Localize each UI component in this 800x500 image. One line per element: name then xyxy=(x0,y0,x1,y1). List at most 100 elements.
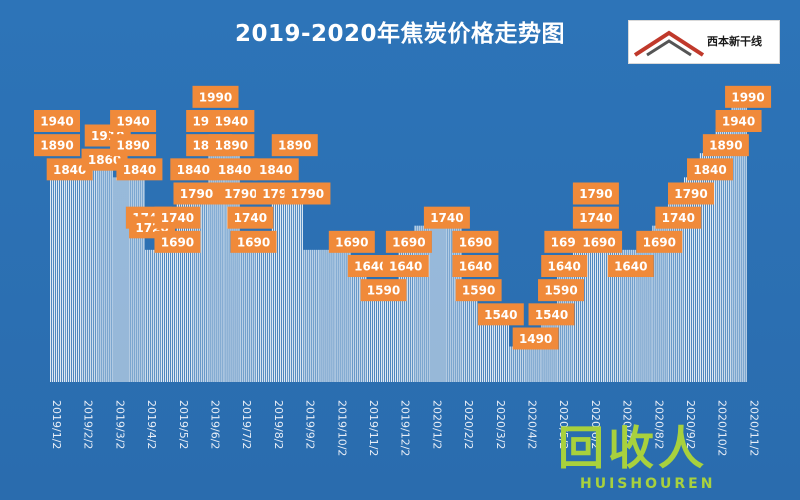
x-tick-label: 2020/7/2 xyxy=(621,400,634,449)
bar-stripe xyxy=(83,167,85,382)
x-tick-label: 2020/2/2 xyxy=(462,400,475,449)
bar-stripe xyxy=(690,177,692,382)
bar-stripe xyxy=(95,167,97,382)
data-label-text: 1840 xyxy=(259,163,292,177)
bar-stripe xyxy=(315,249,317,382)
bar-stripe xyxy=(357,274,359,382)
bar-stripe xyxy=(692,177,694,382)
bar-stripe xyxy=(329,249,331,382)
data-label-text: 1990 xyxy=(731,90,764,104)
bar-stripe xyxy=(188,201,190,382)
bar-stripe xyxy=(688,177,690,382)
bar-stripe xyxy=(517,346,519,382)
bar-stripe xyxy=(309,249,311,382)
data-label-6: 1890 xyxy=(110,134,157,157)
data-label-text: 1640 xyxy=(547,260,580,274)
data-label-box xyxy=(715,110,762,132)
bar-13 xyxy=(256,249,272,382)
bar-stripe xyxy=(56,177,58,382)
bar-31 xyxy=(541,322,557,382)
bar-stripe xyxy=(503,322,505,382)
bar-stripe xyxy=(135,177,137,382)
bar-37 xyxy=(636,249,652,382)
data-label-35: 1590 xyxy=(455,279,502,302)
bar-stripe xyxy=(333,249,335,382)
data-label-1: 1890 xyxy=(34,134,80,157)
bar-stripe xyxy=(93,167,95,382)
bar-0 xyxy=(50,177,66,382)
bar-stripe xyxy=(634,249,636,382)
x-tick-label: 2020/9/2 xyxy=(684,400,697,449)
x-tick-labels: 2019/1/2 2019/2/2 2019/3/2 2019/4/2 2019/5/2… xyxy=(50,400,760,456)
bar-stripe xyxy=(323,249,325,382)
bar-stripe xyxy=(182,201,184,382)
data-label-10: 1740 xyxy=(154,206,201,229)
bar-stripe xyxy=(293,201,295,382)
bar-stripe xyxy=(499,322,501,382)
bar-stripe xyxy=(587,249,589,382)
bar-stripe xyxy=(450,225,452,382)
data-label-box xyxy=(687,158,734,181)
data-label-box xyxy=(528,303,575,326)
data-label-31: 1690 xyxy=(385,230,432,253)
bar-stripe xyxy=(160,249,163,382)
bar-stripe xyxy=(721,129,723,382)
bar-stripe xyxy=(604,249,606,382)
bar-stripe xyxy=(456,225,458,382)
bar-stripe xyxy=(549,322,551,382)
bar-stripe xyxy=(386,298,389,382)
data-label-box xyxy=(382,255,429,277)
bar-stripe xyxy=(521,346,523,382)
bar-stripe xyxy=(345,249,347,382)
bar-stripe xyxy=(618,249,620,382)
bar-stripe xyxy=(703,153,706,382)
bar-stripe xyxy=(168,249,171,382)
bar-stripe xyxy=(254,249,256,382)
bar-stripe xyxy=(594,249,597,382)
bar-stripe xyxy=(446,225,448,382)
x-tick-label: 2020/6/2 xyxy=(589,400,602,449)
bar-stripe xyxy=(121,177,123,382)
data-label-box xyxy=(385,230,432,253)
bar-stripe xyxy=(719,129,721,382)
bar-stripe xyxy=(111,167,113,382)
bar-stripe xyxy=(157,249,159,382)
bar-stripe xyxy=(198,201,200,382)
bar-stripe xyxy=(353,274,355,382)
bar-stripe xyxy=(99,167,101,382)
data-label-text: 1790 xyxy=(291,187,324,201)
data-label-box xyxy=(110,110,157,132)
bar-stripe xyxy=(210,153,212,382)
bar-9 xyxy=(192,201,208,382)
bar-stripe xyxy=(466,298,468,382)
bar-stripe xyxy=(365,274,367,382)
bar-stripe xyxy=(483,322,486,382)
bar-stripe xyxy=(359,274,361,382)
bar-stripe xyxy=(630,249,632,382)
bar-stripe xyxy=(139,177,141,382)
bar-stripe xyxy=(178,201,180,382)
bar-stripe xyxy=(686,177,688,382)
bar-stripe xyxy=(194,201,196,382)
bar-stripe xyxy=(430,225,432,382)
bar-34 xyxy=(588,249,605,382)
data-label-box xyxy=(328,230,375,253)
bar-stripe xyxy=(129,177,131,382)
data-label-box xyxy=(423,206,470,229)
bar-stripe xyxy=(701,153,704,382)
bar-stripe xyxy=(682,201,684,382)
bar-stripe xyxy=(166,249,169,382)
bar-stripe xyxy=(474,298,476,382)
data-label-box xyxy=(572,206,619,229)
bar-stripe xyxy=(739,104,741,382)
x-tick-label: 2019/5/2 xyxy=(177,400,190,449)
bar-stripe xyxy=(464,298,466,382)
bar-stripe xyxy=(420,225,422,382)
bar-stripe xyxy=(285,201,288,382)
bar-stripe xyxy=(674,201,676,382)
data-label-box xyxy=(217,182,264,205)
x-tick-label: 2019/3/2 xyxy=(113,400,126,449)
bar-stripe xyxy=(240,249,242,382)
bar-stripe xyxy=(170,249,173,382)
bar-stripe xyxy=(533,346,535,382)
